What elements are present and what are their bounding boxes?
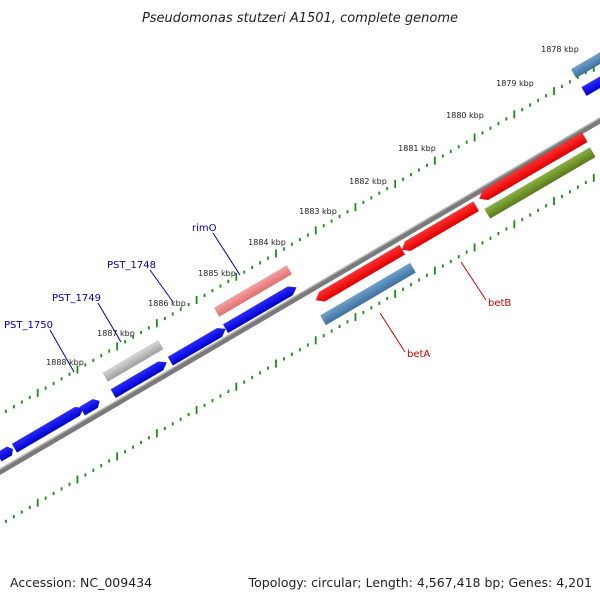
tick-label: 1884 kbp [248,238,286,247]
cds-pst-1749 [79,398,100,416]
gene-leader-line [49,329,75,373]
cds-rimo-pair [167,327,227,366]
rna-beta-2 [401,201,480,252]
cds-pst-1750b [11,406,84,453]
rna-beta-1 [315,244,406,302]
tick-label: 1881 kbp [398,144,436,153]
tick-label: 1886 kbp [148,299,186,308]
gene-label: PST_1750 [4,320,53,331]
cds-pst-1748 [110,361,168,399]
gene-label: betA [407,349,430,360]
gene-leader-line [460,261,487,301]
tick-label: 1885 kbp [198,269,236,278]
accession-text: Accession: NC_009434 [10,575,153,590]
faded-rna-rimo [213,265,293,317]
gene-labels: rimO PST_1748 PST_1749 PST_1750 betA betB [4,223,511,373]
genome-backbone [0,116,600,476]
olive-betB [484,147,596,219]
cds-topright [581,75,600,97]
outer-tick-ring [5,63,595,413]
gene-label: PST_1749 [52,293,101,304]
genome-summary-text: Topology: circular; Length: 4,567,418 bp… [248,575,592,590]
tick-label: 1880 kbp [446,111,484,120]
gene-leader-line [212,232,241,276]
steelblue-feature-top [570,49,600,79]
gene-label: rimO [192,223,217,234]
map-title: Pseudomonas stutzeri A1501, complete gen… [142,11,458,26]
gene-label: betB [488,298,511,309]
rna-betB [478,132,588,201]
gene-features [0,49,600,462]
tick-label: 1883 kbp [299,207,337,216]
tick-label: 1882 kbp [349,177,387,186]
inner-tick-ring [5,173,595,523]
cds-pst-1750 [0,446,14,462]
tick-label: 1878 kbp [541,45,579,54]
gene-leader-line [97,302,122,343]
cds-rimo [222,286,297,334]
gene-label: PST_1748 [107,260,156,271]
gene-leader-line [379,312,406,353]
pseudogene-pst-1749 [102,340,164,382]
tick-label: 1879 kbp [496,79,534,88]
tick-label: 1888 kbp [46,358,84,367]
steelblue-betA [319,262,417,326]
gene-leader-line [149,269,174,303]
